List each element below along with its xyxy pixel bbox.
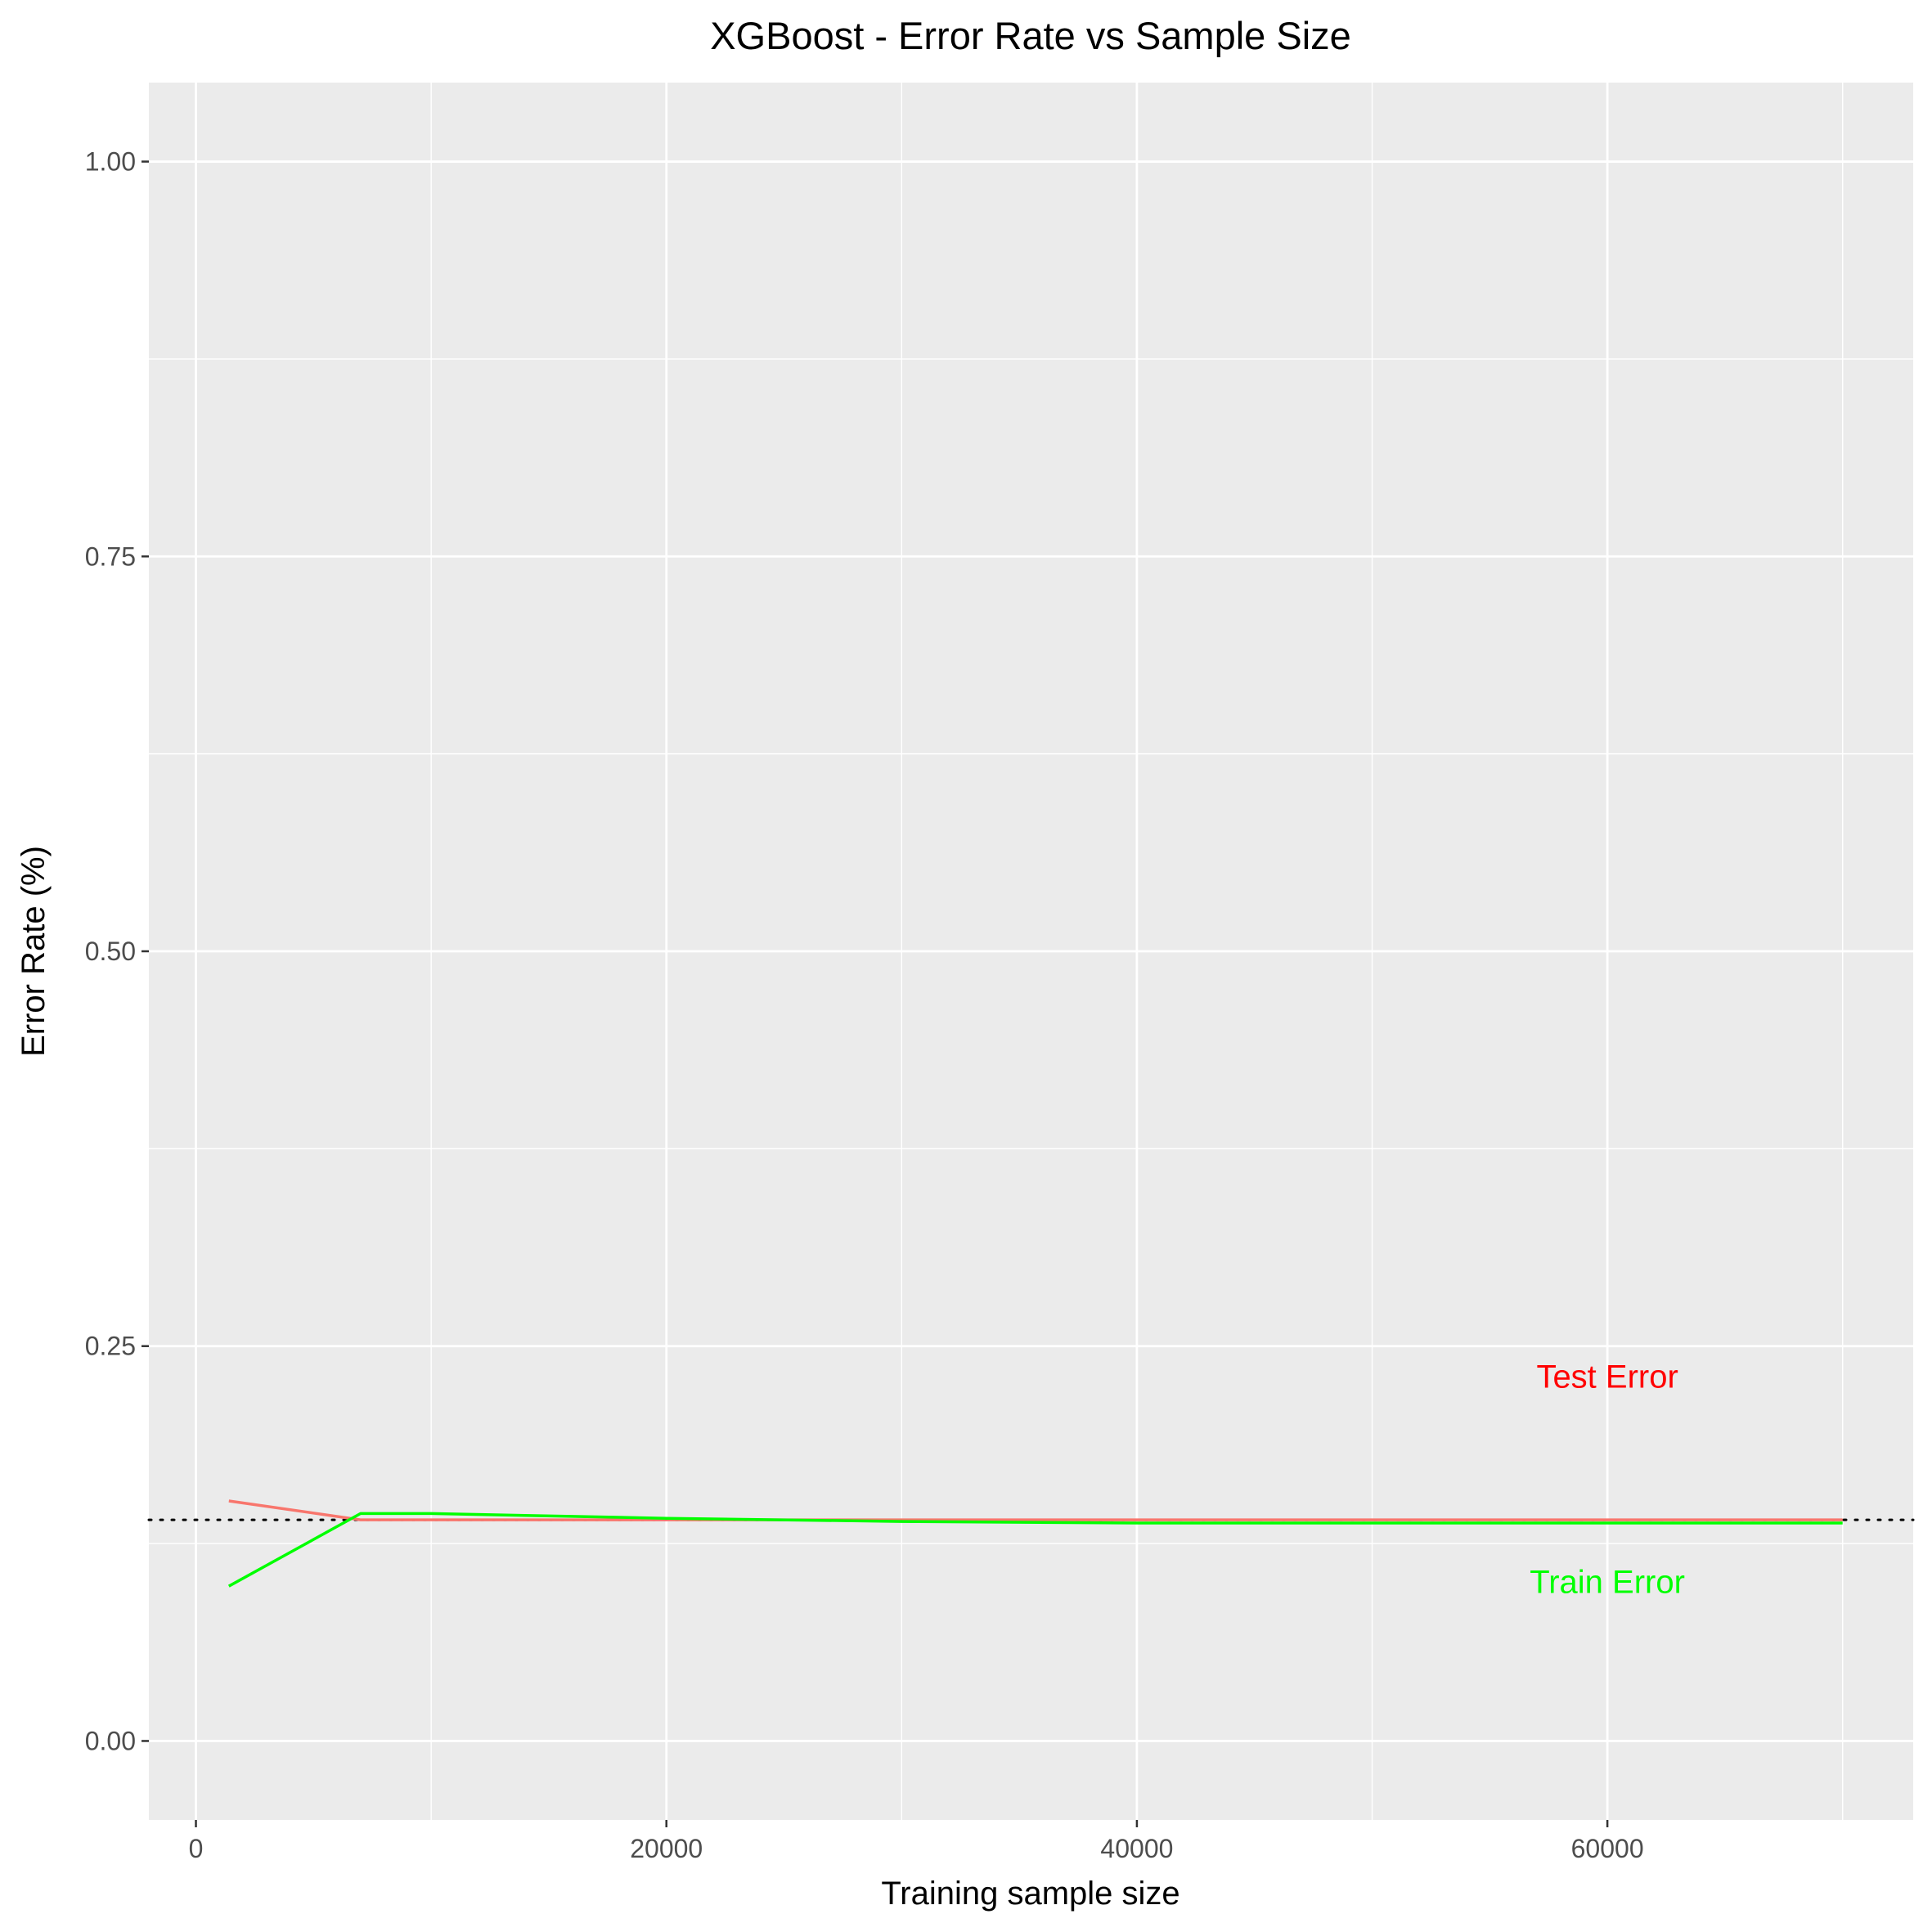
y-tick-label: 1.00 [85, 147, 136, 177]
x-tick-label: 0 [189, 1834, 204, 1863]
x-tick-label: 40000 [1100, 1834, 1173, 1863]
annotation-test-error: Test Error [1536, 1359, 1678, 1395]
series-line-train [227, 1512, 1843, 1588]
y-tick-label: 0.25 [85, 1332, 136, 1361]
annotation-train-error: Train Error [1530, 1564, 1685, 1600]
chart-title: XGBoost - Error Rate vs Sample Size [710, 14, 1351, 57]
major-grid [149, 83, 1913, 1820]
y-tick-label: 0.50 [85, 937, 136, 966]
x-tick-label: 60000 [1571, 1834, 1644, 1863]
x-tick-label: 20000 [630, 1834, 703, 1863]
axis-layer: 0 20000 40000 60000 0.00 0.25 0.50 0.75 1.00 [85, 147, 1644, 1863]
series-line-test [228, 1499, 1843, 1521]
annotation-layer: Test Error Train Error [1530, 1359, 1685, 1600]
series-layer [227, 1499, 1843, 1588]
y-axis-title: Error Rate (%) [16, 846, 52, 1057]
y-tick-label: 0.75 [85, 541, 136, 571]
y-tick-label: 0.00 [85, 1726, 136, 1755]
x-axis-title: Training sample size [881, 1876, 1179, 1912]
